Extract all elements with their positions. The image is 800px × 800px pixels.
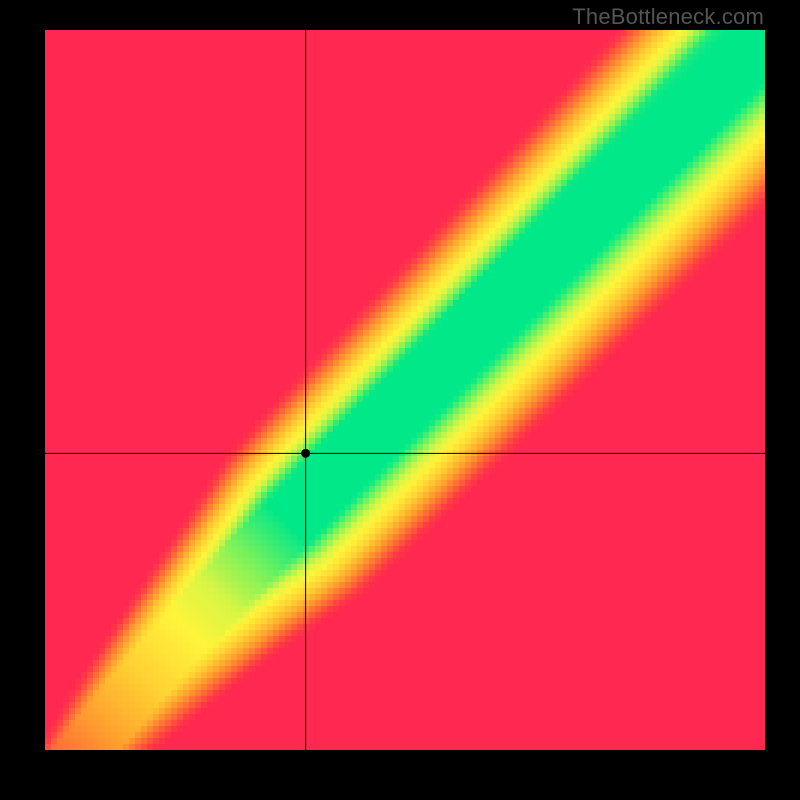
chart-container: TheBottleneck.com [0,0,800,800]
bottleneck-heatmap [45,30,765,750]
watermark-text: TheBottleneck.com [572,4,764,30]
